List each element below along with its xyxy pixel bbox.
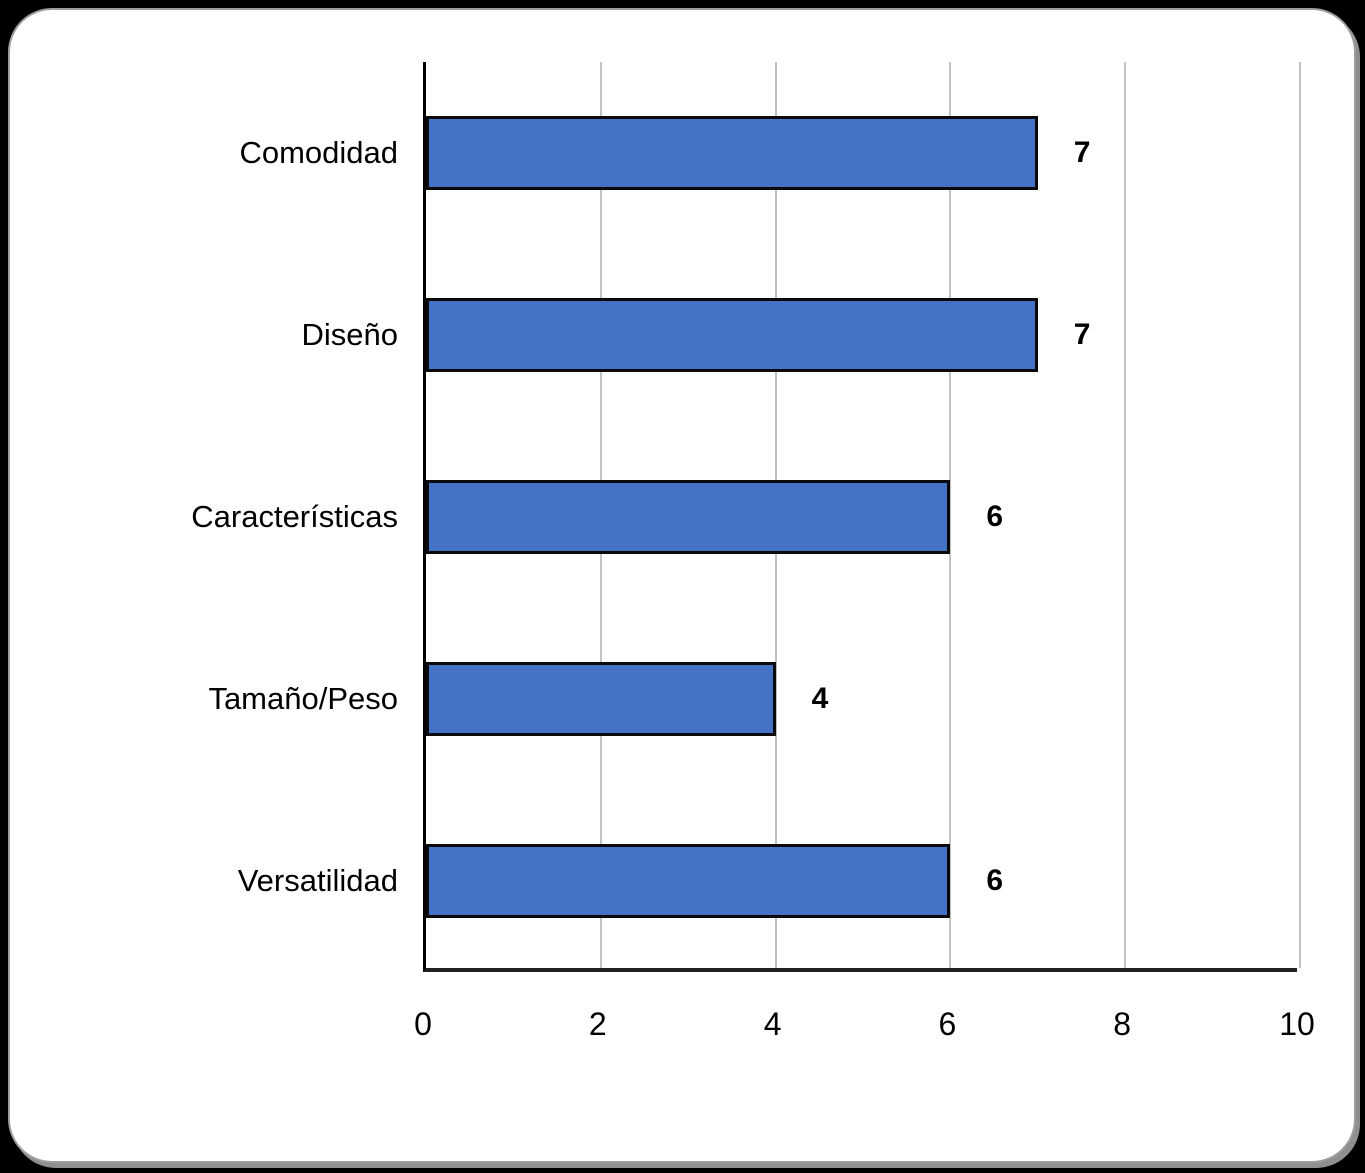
x-tick-label-6: 6 — [938, 1006, 957, 1042]
plot-area: 7 7 6 4 6 — [423, 62, 1301, 972]
x-tick-label-8: 8 — [1113, 1006, 1132, 1042]
value-label: 7 — [1073, 318, 1091, 351]
value-label: 6 — [986, 864, 1004, 897]
value-label: 7 — [1073, 136, 1091, 169]
category-label: Comodidad — [239, 135, 398, 170]
bar-tama-o-peso — [426, 662, 776, 736]
category-label: Tamaño/Peso — [208, 681, 398, 716]
value-label: 6 — [986, 500, 1004, 533]
bar-comodidad — [426, 116, 1038, 190]
chart-card: 7 7 6 4 6 Comodidad Diseño Características Tama… — [8, 8, 1356, 1163]
bar-caracter-sticas — [426, 480, 951, 554]
value-label: 4 — [811, 682, 829, 715]
bar-versatilidad — [426, 844, 951, 918]
category-label: Diseño — [301, 317, 399, 352]
bar-dise-o — [426, 298, 1038, 372]
x-tick-label-0: 0 — [414, 1006, 432, 1042]
gridline-8 — [1124, 62, 1127, 968]
gridline-6 — [949, 62, 952, 968]
category-label: Características — [191, 499, 398, 534]
x-tick-label-10: 10 — [1279, 1006, 1315, 1042]
x-tick-label-4: 4 — [763, 1006, 782, 1042]
category-label: Versatilidad — [237, 863, 398, 898]
x-tick-label-2: 2 — [588, 1006, 607, 1042]
gridline-10 — [1299, 62, 1301, 968]
